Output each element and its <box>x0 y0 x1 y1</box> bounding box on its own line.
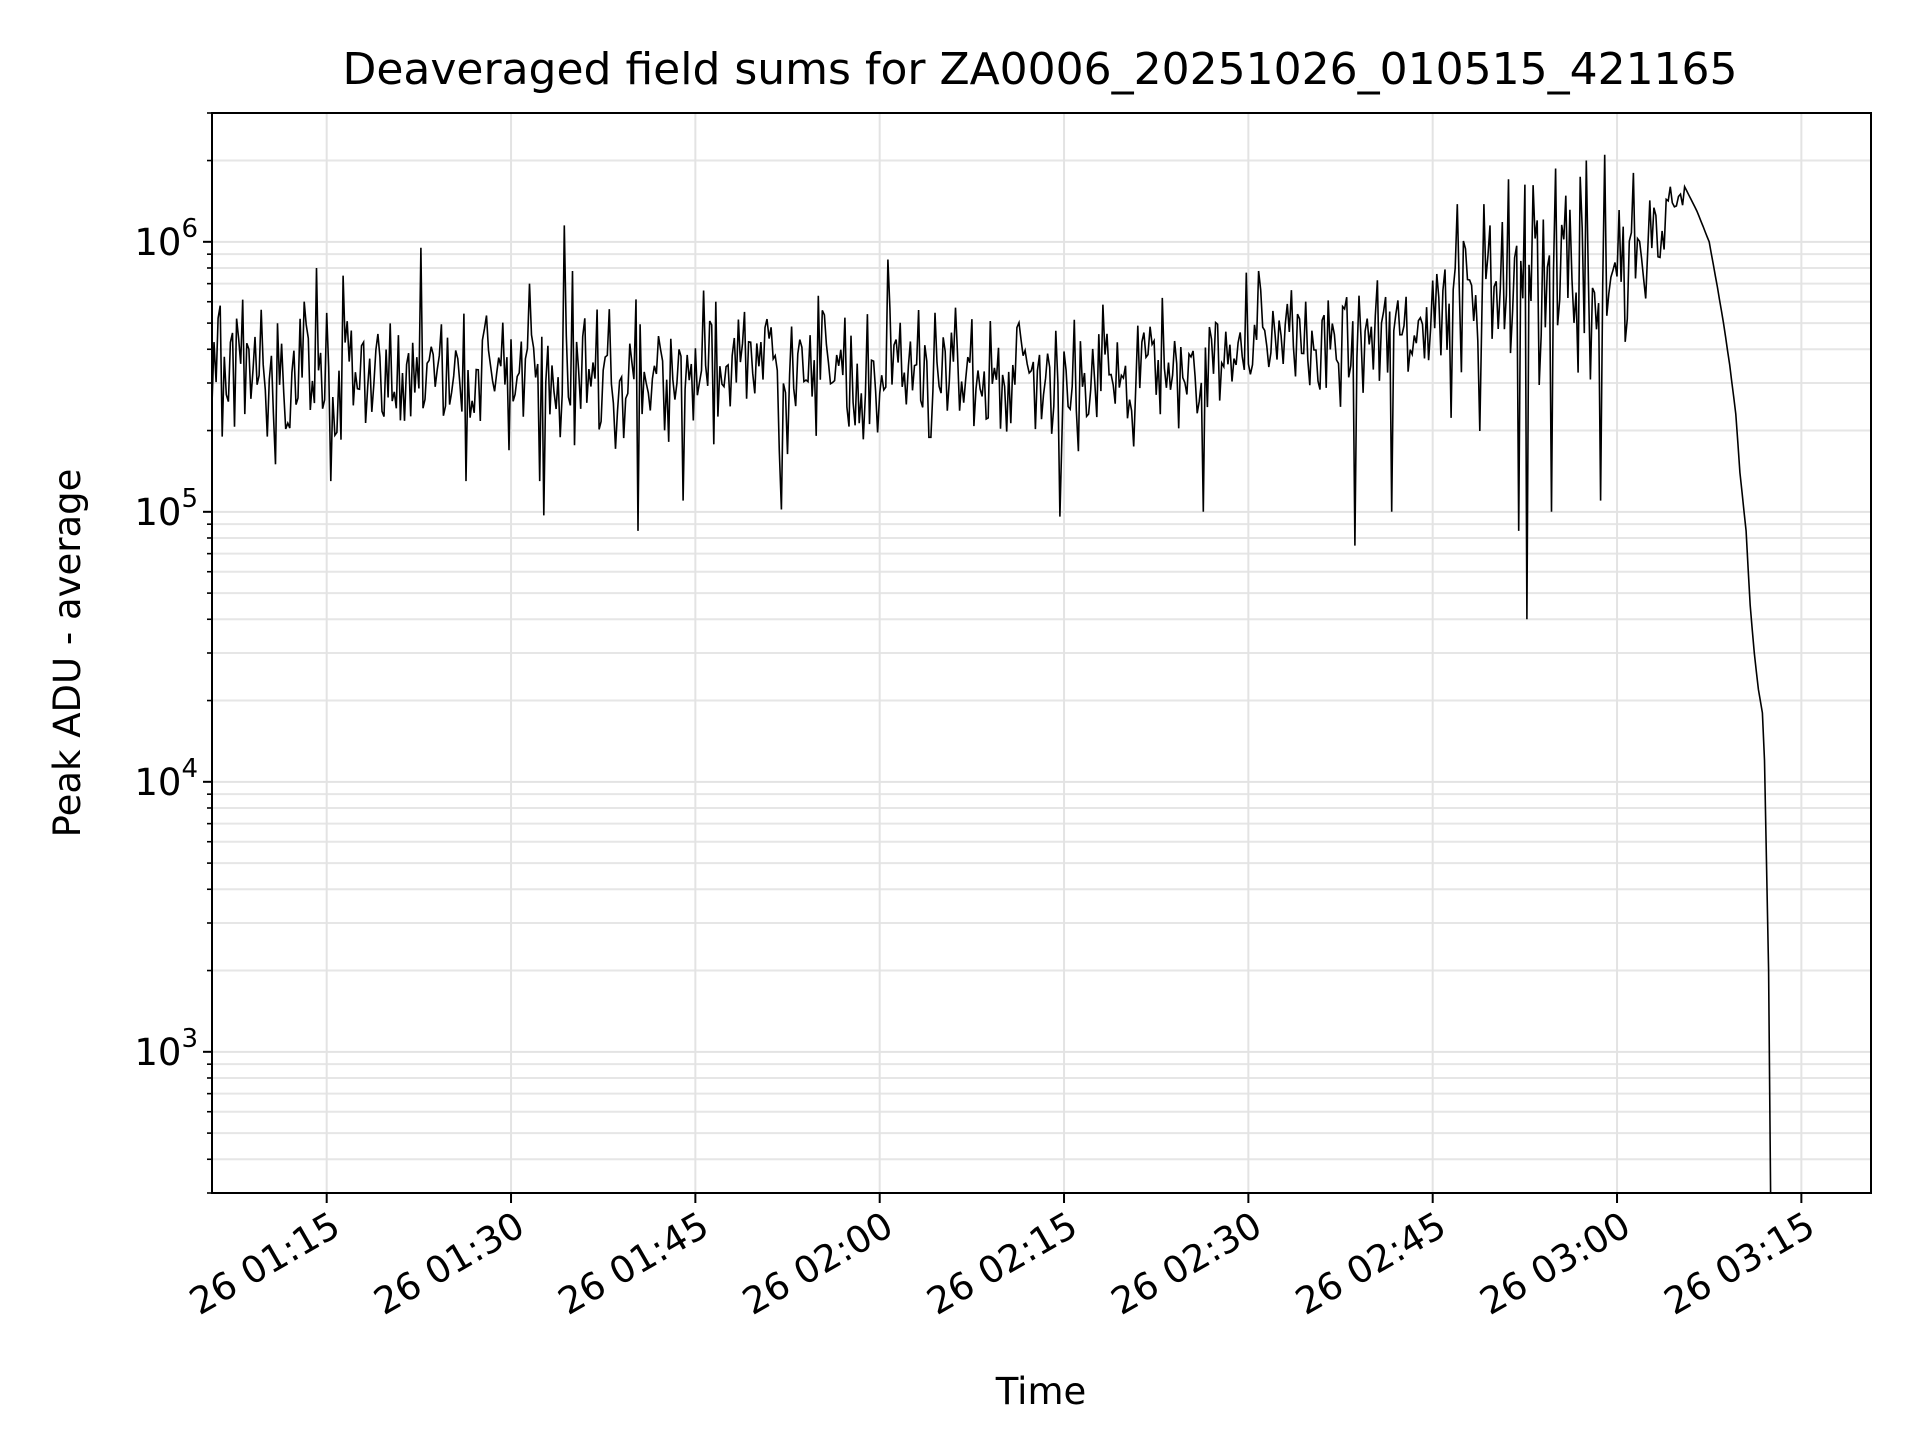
y-tick-label-exponent: 6 <box>181 214 198 244</box>
x-axis-label: Time <box>995 1370 1087 1413</box>
data-layer <box>211 154 1772 1194</box>
y-tick-label: 103 <box>134 1024 198 1074</box>
y-tick-label-base: 10 <box>134 1031 181 1074</box>
chart-title: Deaveraged field sums for ZA0006_2025102… <box>342 44 1737 95</box>
y-tick-label-exponent: 3 <box>181 1024 198 1054</box>
y-tick-label-exponent: 4 <box>181 754 198 784</box>
y-tick-label-base: 10 <box>134 761 181 804</box>
y-axis-label: Peak ADU - average <box>46 469 89 838</box>
y-tick-label: 104 <box>134 754 198 804</box>
minor-grid <box>212 112 1871 1194</box>
y-tick-label-base: 10 <box>134 221 181 264</box>
plot-frame <box>211 112 1872 1194</box>
series-line <box>211 154 1772 1194</box>
major-grid <box>212 113 1871 1193</box>
y-tick-label: 106 <box>134 214 198 264</box>
y-tick-label-base: 10 <box>134 491 181 534</box>
y-tick-label: 105 <box>134 484 198 534</box>
y-tick-label-exponent: 5 <box>181 484 198 514</box>
